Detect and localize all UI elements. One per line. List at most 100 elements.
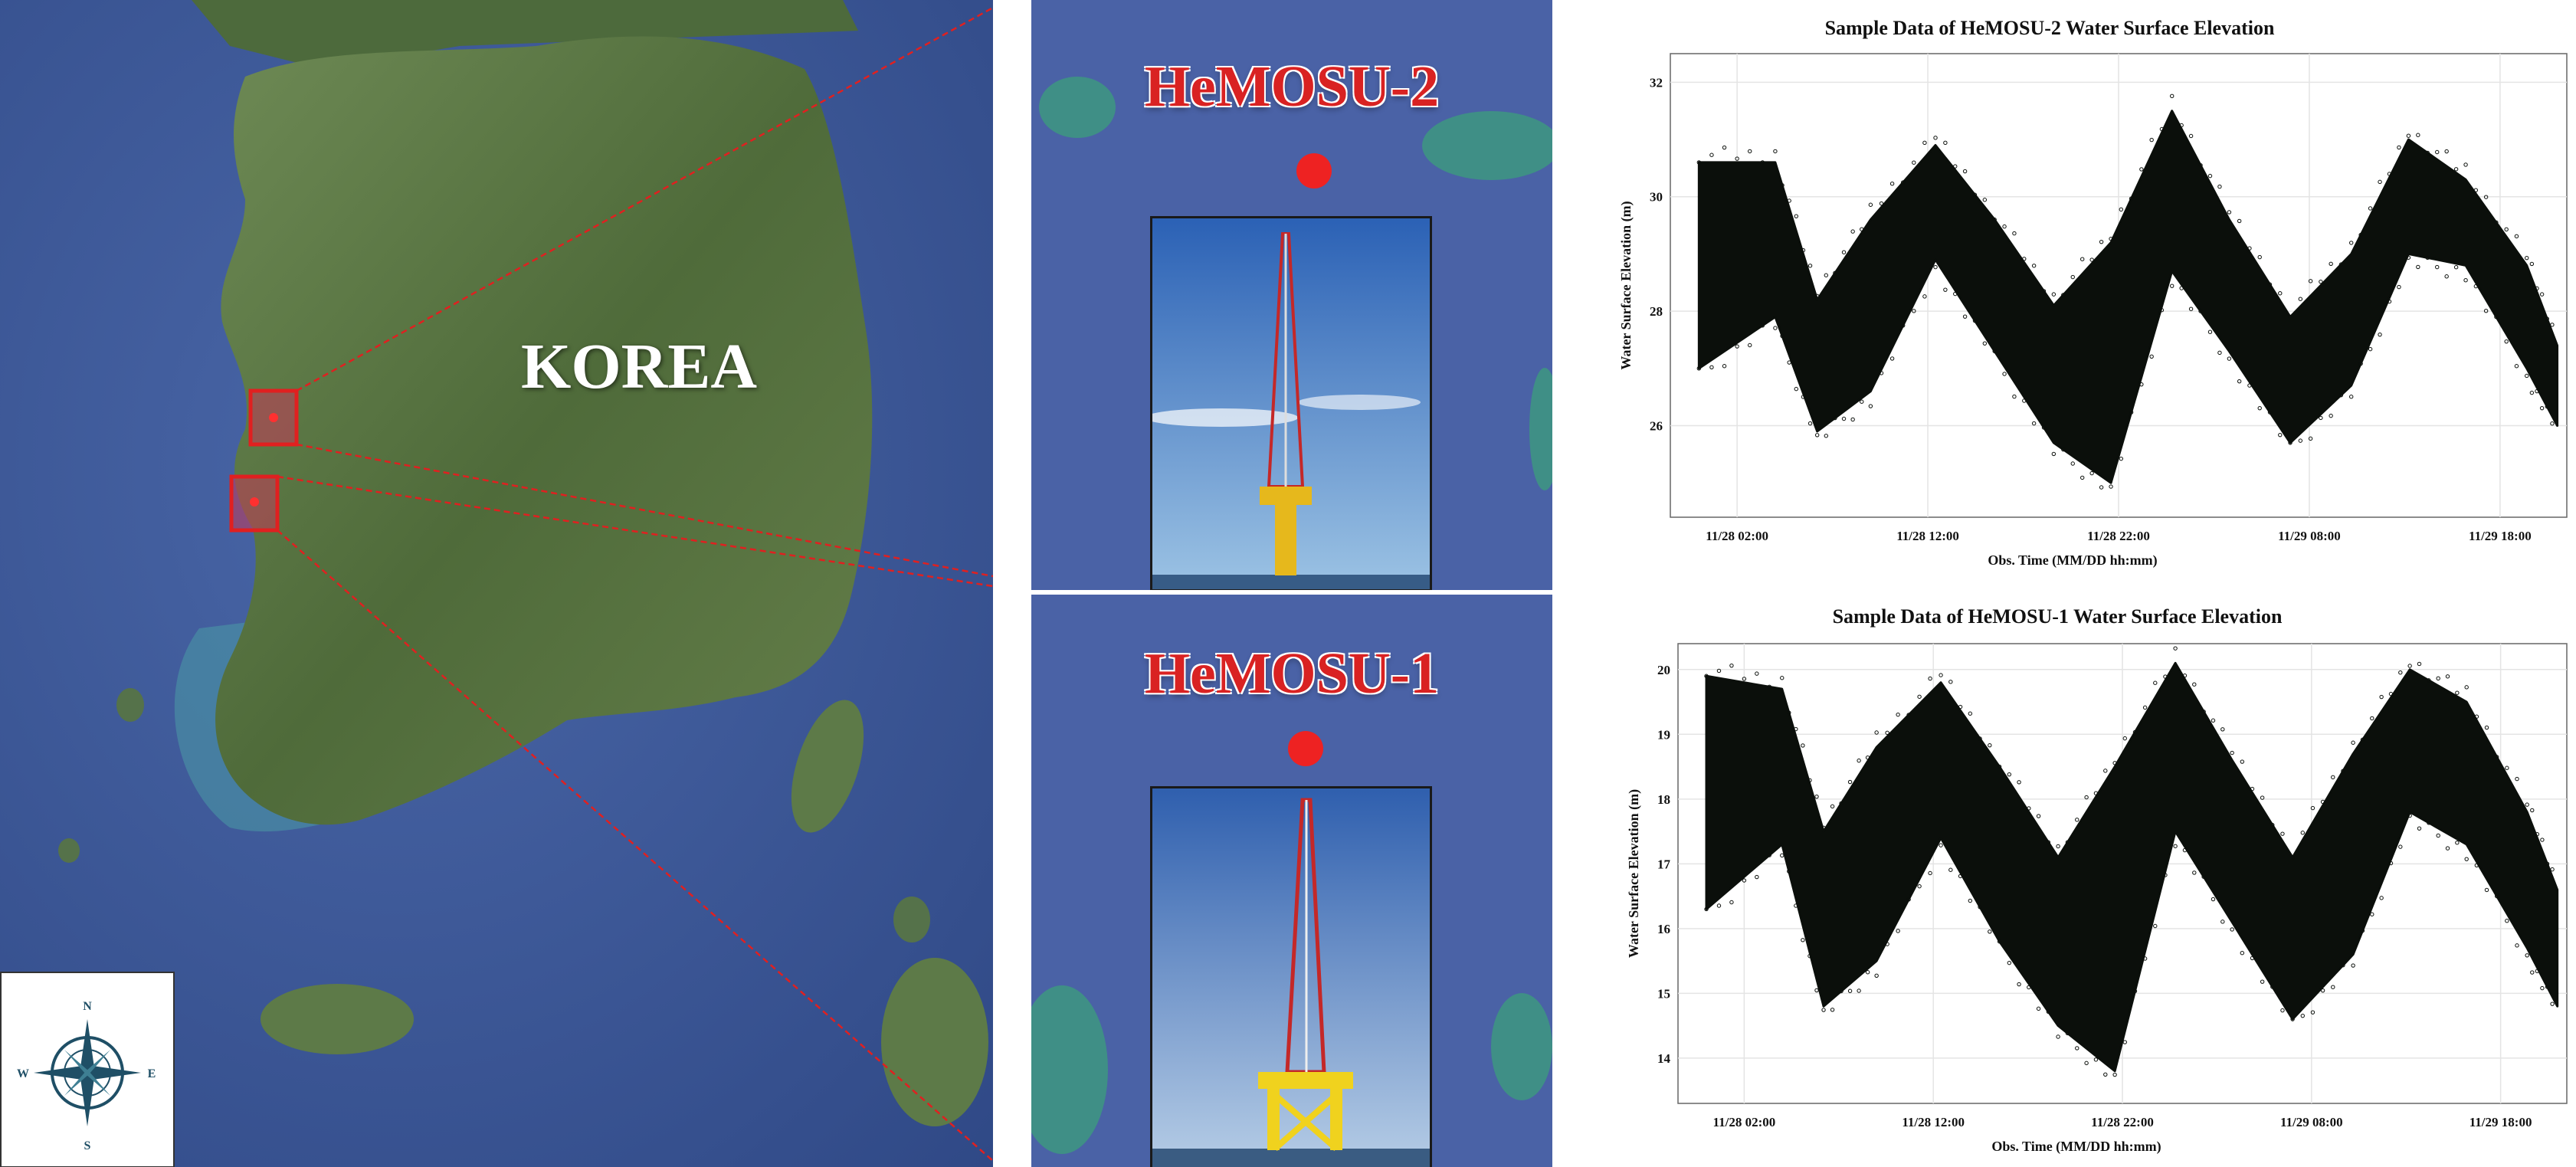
data-point bbox=[2319, 279, 2323, 284]
data-point bbox=[2103, 1072, 2108, 1077]
data-point bbox=[1968, 711, 1973, 716]
data-point bbox=[1748, 343, 1752, 348]
data-point bbox=[2387, 299, 2392, 304]
jeju-island bbox=[261, 984, 414, 1054]
data-point bbox=[2398, 670, 2403, 675]
data-point bbox=[2179, 286, 2184, 290]
data-point bbox=[1696, 160, 1702, 165]
data-point bbox=[1696, 366, 1702, 371]
data-point bbox=[2351, 740, 2355, 745]
data-point bbox=[2080, 475, 2085, 480]
data-point bbox=[1928, 870, 1932, 876]
data-point bbox=[2250, 786, 2255, 792]
data-point bbox=[1821, 825, 1826, 830]
data-point bbox=[1814, 794, 1819, 799]
data-point bbox=[1917, 883, 1922, 889]
data-point bbox=[2445, 846, 2450, 851]
data-point bbox=[1787, 869, 1791, 874]
data-point bbox=[2257, 405, 2262, 411]
chart-hemosu-1: 14 15 16 17 18 19 20 11/28 02:00 11/28 12:00 11/2… bbox=[1626, 643, 2568, 1155]
data-point bbox=[2070, 274, 2075, 280]
data-point bbox=[2051, 292, 2057, 297]
data-point bbox=[2550, 867, 2555, 872]
data-point bbox=[1922, 294, 1927, 299]
data-point bbox=[2341, 769, 2345, 773]
data-point bbox=[2310, 1010, 2315, 1015]
data-point bbox=[2240, 759, 2245, 764]
data-point bbox=[2031, 421, 2037, 426]
data-point bbox=[2027, 985, 2031, 990]
data-point bbox=[1773, 326, 1778, 330]
data-point bbox=[1794, 386, 1798, 392]
data-point bbox=[2230, 927, 2234, 932]
data-point bbox=[2119, 456, 2124, 461]
data-point bbox=[2368, 206, 2373, 211]
data-point bbox=[1943, 140, 1948, 146]
data-point bbox=[2436, 676, 2440, 681]
data-point bbox=[2267, 410, 2273, 415]
data-point bbox=[1742, 677, 1747, 681]
data-point bbox=[2237, 379, 2242, 384]
data-point bbox=[1729, 900, 1734, 905]
data-point bbox=[2435, 149, 2440, 155]
data-point bbox=[2455, 841, 2460, 845]
y-tick-label: 28 bbox=[1650, 304, 1663, 319]
hemosu-2-title: HeMOSU-2 bbox=[1144, 54, 1440, 119]
data-point bbox=[1972, 318, 1978, 323]
data-point bbox=[2320, 988, 2325, 993]
data-point bbox=[2464, 685, 2469, 690]
data-point bbox=[2270, 985, 2275, 989]
data-point bbox=[1755, 874, 1759, 880]
data-point bbox=[2341, 963, 2345, 968]
data-point bbox=[1801, 247, 1806, 253]
data-point bbox=[1814, 988, 1819, 993]
data-point bbox=[2142, 956, 2148, 961]
data-point bbox=[2051, 451, 2057, 457]
data-point bbox=[2036, 1006, 2041, 1011]
data-point bbox=[2182, 847, 2188, 853]
data-point bbox=[2370, 716, 2374, 721]
data-point bbox=[2093, 1057, 2099, 1062]
data-point bbox=[2070, 461, 2075, 466]
data-point bbox=[2535, 969, 2540, 974]
data-point bbox=[2170, 284, 2175, 288]
data-point bbox=[2530, 808, 2535, 813]
data-point bbox=[2109, 484, 2113, 489]
data-point bbox=[2445, 674, 2450, 679]
data-point bbox=[2300, 831, 2305, 835]
data-point bbox=[2358, 361, 2363, 366]
data-point bbox=[2535, 388, 2539, 394]
data-point bbox=[2056, 1034, 2060, 1039]
data-point bbox=[1948, 680, 1953, 684]
korea-map: KOREA N S E W bbox=[0, 0, 993, 1167]
data-point bbox=[1830, 1008, 1835, 1012]
data-point bbox=[1906, 897, 1911, 902]
data-point bbox=[2270, 822, 2275, 828]
y-tick-label: 32 bbox=[1650, 75, 1663, 90]
y-axis-label: Water Surface Elevation (m) bbox=[1626, 789, 1642, 958]
data-point bbox=[2278, 291, 2283, 296]
data-point bbox=[1857, 988, 1861, 993]
data-point bbox=[1889, 356, 1895, 361]
data-point bbox=[2504, 339, 2509, 344]
data-point bbox=[2300, 1013, 2305, 1018]
hemosu-1-location-dot bbox=[1288, 731, 1323, 766]
data-point bbox=[2425, 255, 2430, 261]
data-point bbox=[2494, 314, 2499, 320]
data-point bbox=[2139, 382, 2144, 387]
data-point bbox=[2159, 308, 2165, 313]
data-point bbox=[1912, 160, 1916, 165]
data-point bbox=[2089, 470, 2094, 476]
data-point bbox=[2288, 314, 2293, 320]
data-point bbox=[2535, 832, 2540, 837]
data-point bbox=[2525, 373, 2529, 379]
data-point bbox=[2484, 725, 2489, 730]
data-point bbox=[2153, 680, 2158, 685]
data-point bbox=[2453, 265, 2459, 270]
data-point bbox=[1860, 399, 1864, 404]
data-point bbox=[1704, 906, 1709, 912]
data-point bbox=[2407, 664, 2412, 668]
data-point bbox=[1821, 1008, 1826, 1012]
data-point bbox=[2278, 432, 2283, 438]
data-point bbox=[2260, 979, 2265, 984]
